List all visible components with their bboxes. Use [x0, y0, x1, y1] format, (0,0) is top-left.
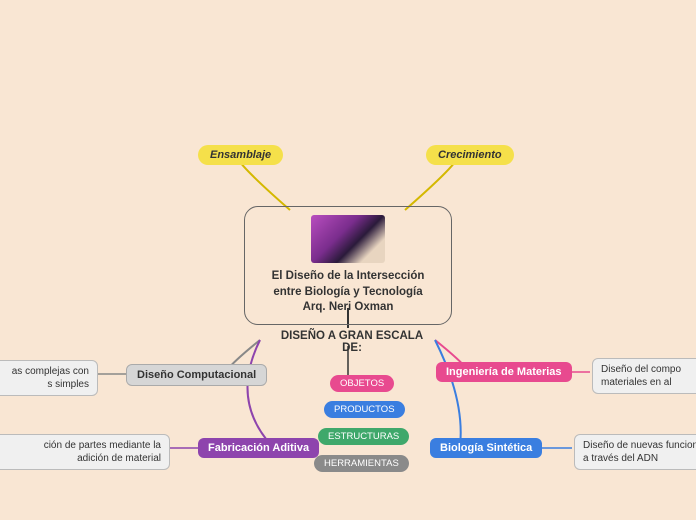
- desc-ingenieria-materias: Diseño del compomateriales en al: [592, 358, 696, 394]
- badge-productos[interactable]: PRODUCTOS: [324, 401, 405, 418]
- desc-fabricacion-aditiva: ción de partes mediante laadición de mat…: [0, 434, 170, 470]
- badge-herramientas[interactable]: HERRAMIENTAS: [314, 455, 409, 472]
- subhead: DISEÑO A GRAN ESCALA DE:: [272, 330, 432, 354]
- node-biologia-sintetica[interactable]: Biología Sintética: [430, 438, 542, 458]
- node-ensamblaje[interactable]: Ensamblaje: [198, 145, 283, 165]
- badge-objetos[interactable]: OBJETOS: [330, 375, 394, 392]
- node-ingenieria-materias[interactable]: Ingeniería de Materias: [436, 362, 572, 382]
- central-node[interactable]: El Diseño de la Intersección entre Biolo…: [244, 206, 452, 325]
- desc-diseno-computacional: as complejas cons simples: [0, 360, 98, 396]
- central-title: El Diseño de la Intersección entre Biolo…: [253, 269, 443, 316]
- node-fabricacion-aditiva[interactable]: Fabricación Aditiva: [198, 438, 319, 458]
- desc-biologia-sintetica: Diseño de nuevas funcionala través del A…: [574, 434, 696, 470]
- node-crecimiento[interactable]: Crecimiento: [426, 145, 514, 165]
- central-image: [311, 215, 385, 263]
- node-diseno-computacional[interactable]: Diseño Computacional: [126, 364, 267, 386]
- badge-estructuras[interactable]: ESTRUCTURAS: [318, 428, 409, 445]
